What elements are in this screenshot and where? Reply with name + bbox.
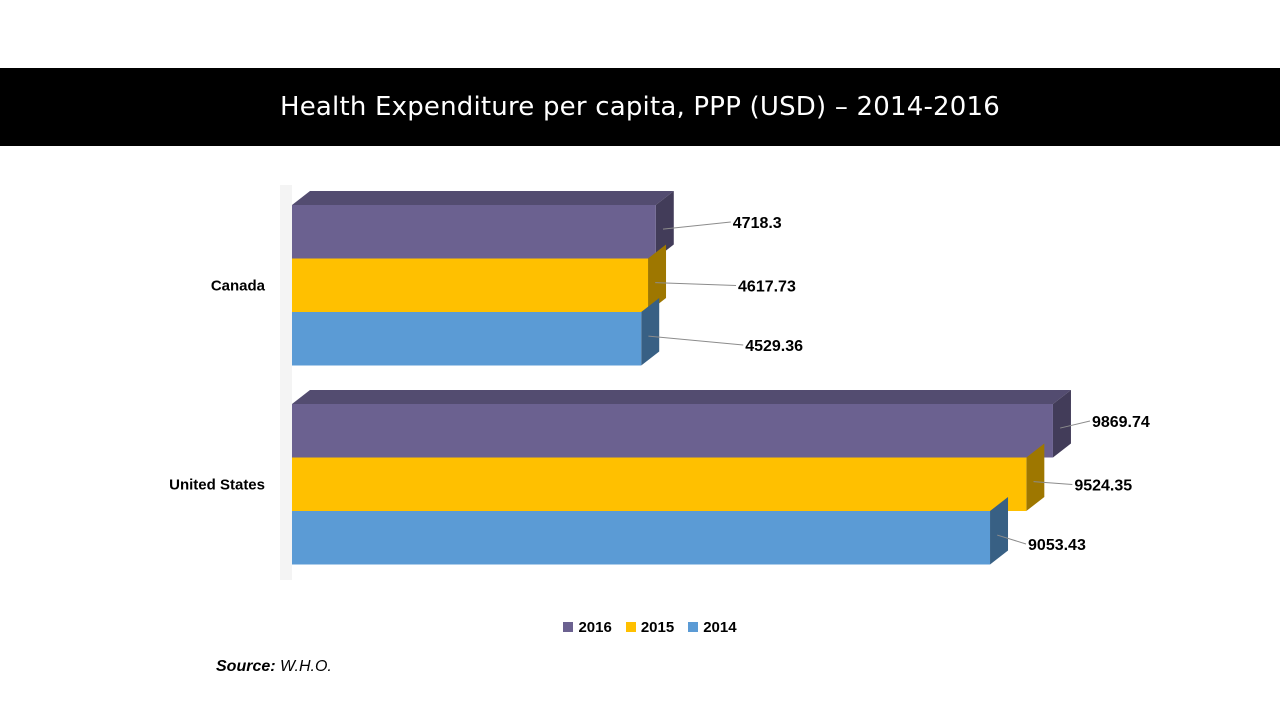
source-note: Source: W.H.O. bbox=[216, 658, 332, 676]
bar-side-2015-1 bbox=[1026, 443, 1045, 511]
legend-label-2014: 2014 bbox=[703, 618, 737, 636]
source-label: Source: bbox=[216, 658, 276, 675]
title-bar: Health Expenditure per capita, PPP (USD)… bbox=[0, 68, 1280, 146]
data-label-2014-1: 9053.43 bbox=[1028, 537, 1086, 554]
category-label-canada: Canada bbox=[211, 277, 266, 294]
bar-2014-1 bbox=[292, 511, 991, 565]
data-label-2015-1: 9524.35 bbox=[1074, 478, 1132, 495]
legend-item-2015: 2015 bbox=[625, 618, 675, 636]
bar-side-2016-0 bbox=[655, 191, 674, 259]
bar-side-2014-1 bbox=[990, 497, 1009, 565]
bar-top-2016-0 bbox=[292, 191, 674, 205]
legend-swatch-2015 bbox=[625, 622, 636, 632]
legend-swatch-2014 bbox=[688, 622, 699, 632]
legend: 2016 2015 2014 bbox=[0, 615, 1280, 639]
bar-2014-0 bbox=[292, 312, 642, 366]
legend-label-2016: 2016 bbox=[578, 618, 612, 636]
source-text: W.H.O. bbox=[275, 658, 332, 675]
bar-2016-1 bbox=[292, 404, 1053, 458]
leader-line-2015-0 bbox=[655, 282, 737, 286]
leader-line-2014-0 bbox=[648, 335, 744, 346]
bar-2016-0 bbox=[292, 205, 656, 259]
leader-line-2016-1 bbox=[1060, 420, 1091, 429]
leader-line-2014-1 bbox=[997, 534, 1027, 545]
bar-2015-1 bbox=[292, 457, 1027, 511]
data-label-2015-0: 4617.73 bbox=[738, 279, 796, 296]
data-label-2016-0: 4718.3 bbox=[733, 215, 782, 232]
bar-2015-0 bbox=[292, 258, 649, 312]
leader-line-2016-0 bbox=[662, 221, 731, 230]
chart-title: Health Expenditure per capita, PPP (USD)… bbox=[279, 92, 1001, 122]
data-label-2016-1: 9869.74 bbox=[1092, 414, 1150, 431]
bar-top-2016-1 bbox=[292, 390, 1071, 404]
bar-side-2015-0 bbox=[648, 244, 667, 312]
legend-item-2014: 2014 bbox=[688, 618, 737, 636]
legend-swatch-2016 bbox=[563, 622, 574, 632]
leader-line-2015-1 bbox=[1033, 481, 1073, 485]
category-label-united-states: United States bbox=[169, 476, 265, 493]
data-label-2014-0: 4529.36 bbox=[745, 338, 803, 355]
back-wall bbox=[280, 185, 292, 580]
legend-item-2016: 2016 bbox=[563, 618, 612, 636]
legend-label-2015: 2015 bbox=[640, 618, 675, 636]
bar-side-2016-1 bbox=[1052, 390, 1071, 458]
bar-side-2014-0 bbox=[641, 298, 660, 366]
